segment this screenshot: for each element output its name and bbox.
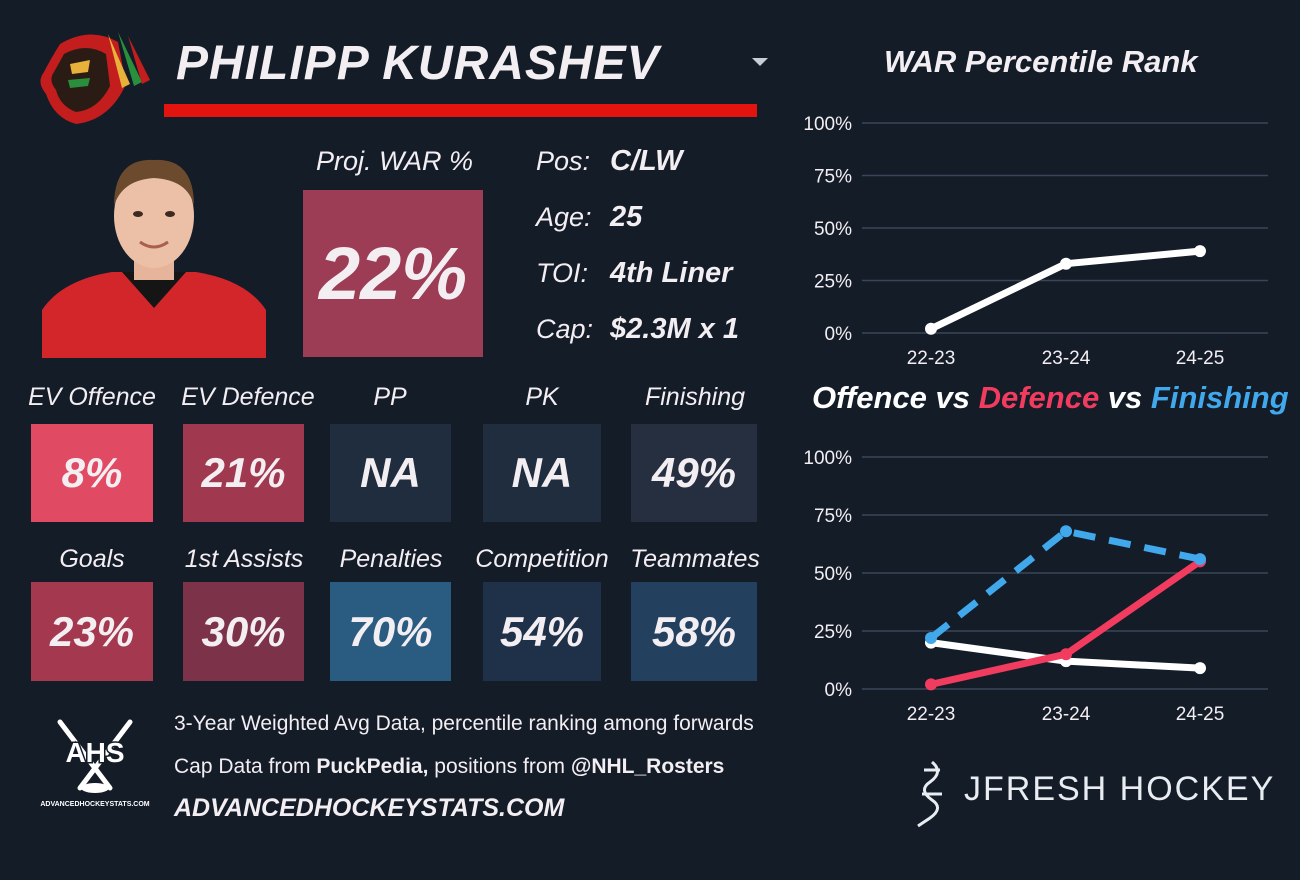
chart-2-title-part-offence: Offence xyxy=(812,380,927,415)
ahs-logo-subtext: ADVANCEDHOCKEYSTATS.COM xyxy=(40,801,149,808)
nhl-rosters-link[interactable]: @NHL_Rosters xyxy=(570,755,725,778)
metric-box-pp: NA xyxy=(330,424,451,522)
chart-2-data-point xyxy=(1194,662,1206,675)
metric-label-finishing: Finishing xyxy=(644,383,746,411)
chart-1-data-point xyxy=(1194,245,1206,258)
metric-box-competition: 54% xyxy=(483,582,601,681)
metric-label-ev-defence: EV Defence xyxy=(181,383,315,411)
metric-label-teammates: Teammates xyxy=(630,545,760,573)
chart-2-y-tick-label: 75% xyxy=(814,506,852,527)
player-name: PHILIPP KURASHEV xyxy=(176,37,660,90)
cap-value: $2.3M x 1 xyxy=(610,313,739,345)
metric-label-ev-offence: EV Offence xyxy=(28,383,156,411)
chart-2-title-part-defence: Defence xyxy=(978,380,1100,415)
jfresh-logo-icon xyxy=(910,758,950,828)
chart-1-data-point xyxy=(925,322,937,335)
metric-box-penalties: 70% xyxy=(330,582,451,681)
chart-2-title-part-vs-1: vs xyxy=(926,380,979,415)
metric-box-ev-offence: 8% xyxy=(31,424,153,522)
chart-1-data-point xyxy=(1060,257,1072,270)
age-value: 25 xyxy=(610,201,643,233)
chart-1-y-tick-label: 0% xyxy=(825,324,853,345)
war-percentile-chart: 0% 25% 50% 75% 100% 22-23 23-24 24-25 xyxy=(803,114,1268,369)
metric-label-competition: Competition xyxy=(475,545,609,573)
chart-1-y-tick-label: 50% xyxy=(814,219,852,240)
chart-1-x-tick-label: 23-24 xyxy=(1042,348,1091,369)
site-link[interactable]: ADVANCEDHOCKEYSTATS.COM xyxy=(174,794,565,822)
chart-2-series-line-finishing xyxy=(928,527,1201,641)
proj-war-label: Proj. WAR % xyxy=(316,146,474,176)
metric-box-finishing: 49% xyxy=(631,424,757,522)
metric-label-pp: PP xyxy=(373,383,407,411)
age-label: Age: xyxy=(536,202,592,232)
metric-label-goals: Goals xyxy=(59,545,125,573)
metric-label-first-assists: 1st Assists xyxy=(184,545,304,573)
pos-label: Pos: xyxy=(536,146,591,176)
cap-label: Cap: xyxy=(536,314,594,344)
toi-value: 4th Liner xyxy=(610,257,733,289)
proj-war-box: 22% xyxy=(303,190,483,357)
name-underline xyxy=(164,104,757,117)
chart-2-title: Offence vs Defence vs Finishing xyxy=(812,380,1289,416)
blackhawks-logo xyxy=(30,24,154,128)
metric-label-penalties: Penalties xyxy=(339,545,443,573)
jfresh-brand: JFRESH HOCKEY xyxy=(964,770,1276,808)
footer-line-2-pre: Cap Data from xyxy=(174,755,317,778)
chart-1-y-tick-label: 25% xyxy=(814,272,852,293)
chart-2-data-point xyxy=(1194,553,1206,566)
chart-2-y-tick-label: 50% xyxy=(814,564,852,585)
chart-2-x-tick-label: 23-24 xyxy=(1042,704,1091,725)
chart-2-data-point xyxy=(1060,525,1072,538)
puckpedia-link[interactable]: PuckPedia, xyxy=(316,755,429,778)
chart-1-x-tick-label: 24-25 xyxy=(1176,348,1225,369)
toi-label: TOI: xyxy=(536,258,589,288)
offence-defence-finishing-chart: 0% 25% 50% 75% 100% 22-23 23-24 24-25 xyxy=(803,448,1268,725)
chart-2-y-tick-label: 0% xyxy=(825,680,853,701)
metric-box-goals: 23% xyxy=(31,582,153,681)
chart-1-y-tick-label: 100% xyxy=(803,114,852,135)
ahs-logo: AHS ADVANCEDHOCKEYSTATS.COM xyxy=(40,716,150,808)
chevron-down-icon[interactable] xyxy=(752,58,768,66)
footer-line-2-mid: positions from xyxy=(428,755,571,778)
metric-box-teammates: 58% xyxy=(631,582,757,681)
chart-2-y-tick-label: 100% xyxy=(803,448,852,469)
chart-2-data-point xyxy=(925,631,937,644)
footer-line-2: Cap Data from PuckPedia, positions from … xyxy=(174,755,724,779)
metric-label-pk: PK xyxy=(525,383,559,411)
metric-box-ev-defence: 21% xyxy=(183,424,304,522)
footer-line-1: 3-Year Weighted Avg Data, percentile ran… xyxy=(174,712,754,735)
chart-2-x-tick-label: 24-25 xyxy=(1176,704,1225,725)
metric-box-pk: NA xyxy=(483,424,601,522)
chart-1-title: WAR Percentile Rank xyxy=(884,44,1198,79)
chart-2-title-part-vs-2: vs xyxy=(1099,380,1151,415)
pos-value: C/LW xyxy=(610,145,683,177)
chart-2-data-point xyxy=(1060,648,1072,661)
ahs-logo-text: AHS xyxy=(65,737,124,768)
player-headshot xyxy=(42,150,266,358)
chart-2-x-tick-label: 22-23 xyxy=(907,704,956,725)
metric-box-first-assists: 30% xyxy=(183,582,304,681)
chart-2-title-part-finishing: Finishing xyxy=(1150,380,1289,415)
chart-1-y-tick-label: 75% xyxy=(814,167,852,188)
chart-1-x-tick-label: 22-23 xyxy=(907,348,956,369)
chart-2-data-point xyxy=(925,678,937,691)
chart-2-y-tick-label: 25% xyxy=(814,622,852,643)
